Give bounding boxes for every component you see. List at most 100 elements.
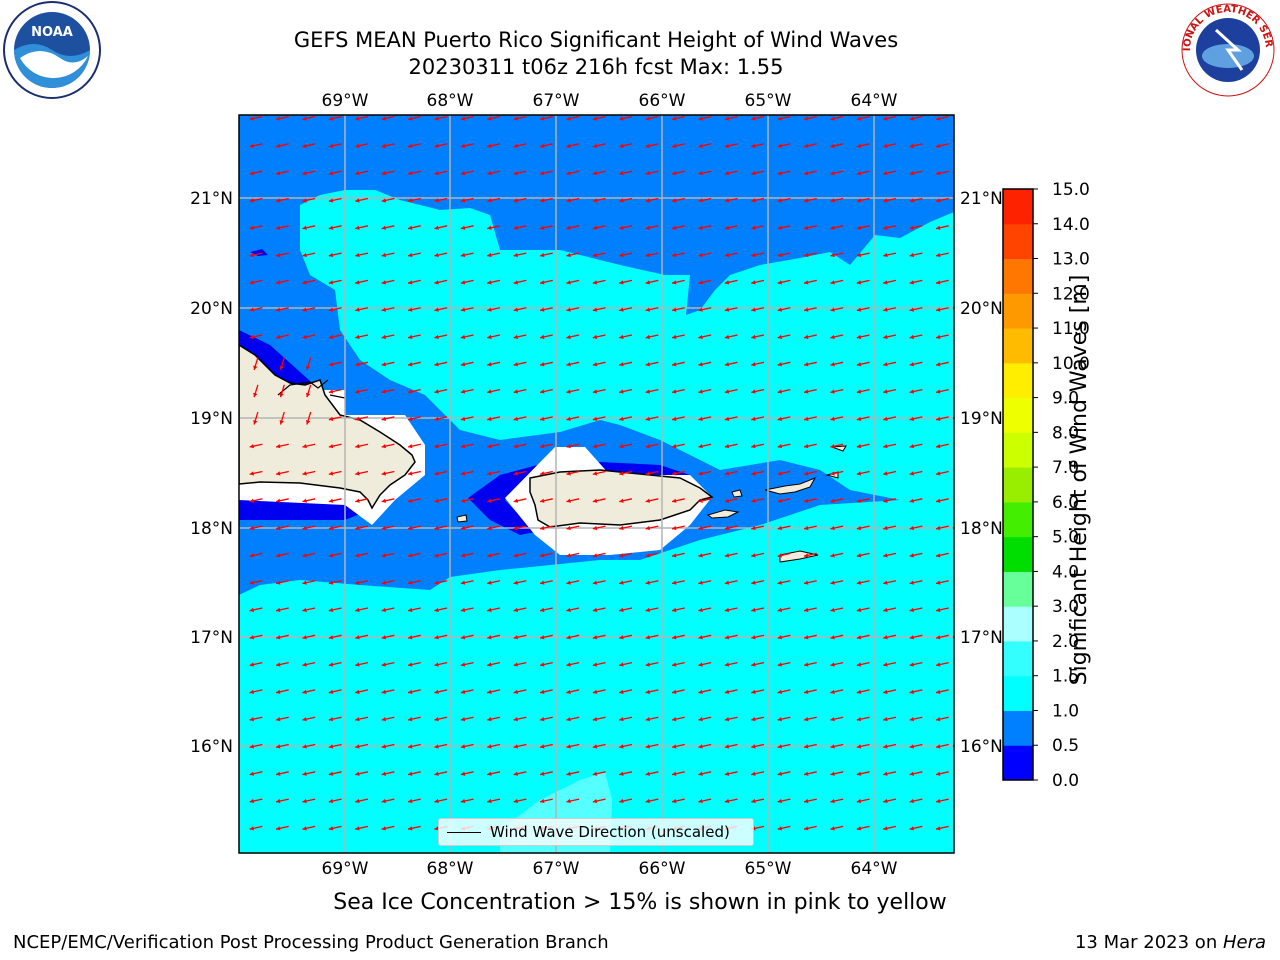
wind-wave-arrowhead [672, 280, 677, 285]
wind-wave-arrowhead [355, 307, 360, 312]
wind-wave-arrowhead [619, 225, 624, 230]
wind-wave-arrowhead [540, 280, 545, 285]
wind-wave-arrowhead [302, 662, 307, 667]
wind-wave-arrowhead [276, 498, 281, 503]
wind-wave-arrowhead [276, 525, 281, 531]
wind-wave-arrowhead [619, 334, 624, 340]
wind-wave-arrowhead [276, 116, 281, 121]
wind-wave-arrowhead [487, 116, 492, 121]
wind-wave-arrowhead [381, 143, 387, 148]
wind-wave-arrowhead [724, 280, 730, 285]
wind-wave-arrowhead [724, 471, 730, 476]
wind-wave-arrowhead [460, 170, 466, 176]
wind-wave-arrowhead [276, 635, 281, 640]
wind-wave-arrowhead [328, 198, 334, 203]
wind-wave-arrowhead [804, 334, 809, 340]
wind-wave-arrowhead [487, 252, 492, 258]
wind-wave-arrowhead [672, 635, 677, 640]
wind-wave-arrowhead [724, 580, 730, 585]
wind-wave-arrowhead [672, 716, 677, 722]
wind-wave-arrowhead [830, 443, 835, 449]
lat-tick: 19°N [960, 409, 1003, 429]
wind-wave-arrowhead [540, 607, 545, 613]
wind-wave-arrowhead [724, 716, 730, 722]
colorbar-tick-label: 0.0 [1052, 771, 1079, 791]
wind-wave-arrowhead [249, 607, 255, 613]
wind-wave-arrowhead [328, 798, 334, 804]
wind-wave-arrowhead [724, 170, 730, 176]
wind-wave-arrowhead [592, 116, 598, 121]
wind-wave-arrowhead [566, 689, 571, 694]
wind-wave-arrowhead [328, 416, 334, 421]
colorbar-segment [1003, 467, 1033, 503]
wind-wave-arrowhead [856, 471, 862, 476]
wind-wave-arrowhead [276, 553, 281, 558]
ocean-deep-strip-hispaniola-north [239, 330, 320, 392]
wind-wave-arrowhead [698, 362, 703, 367]
wind-wave-arrowhead [856, 553, 862, 558]
colorbar-segment [1003, 397, 1033, 433]
wind-wave-arrowhead [883, 580, 888, 585]
wind-wave-arrowhead [381, 252, 387, 258]
wind-wave-arrowhead [883, 280, 888, 285]
wind-wave-arrowhead [909, 716, 915, 722]
wind-wave-arrowhead [909, 307, 915, 312]
wind-wave-arrowhead [566, 143, 571, 148]
wind-wave-arrowhead [619, 798, 624, 804]
wind-wave-arrowhead [883, 389, 888, 394]
wind-wave-arrowhead [460, 607, 466, 613]
wind-wave-arrowhead [249, 580, 255, 585]
wind-wave-arrowhead [328, 662, 334, 667]
wind-wave-arrowhead [645, 689, 651, 694]
wind-wave-arrowhead [302, 689, 307, 694]
wind-wave-arrowhead [883, 225, 888, 230]
wind-wave-arrowhead [883, 607, 888, 613]
wind-wave-arrowhead [487, 334, 492, 340]
wind-wave-arrowhead [909, 443, 915, 449]
wind-wave-arrowhead [355, 826, 360, 831]
wind-wave-arrowhead [909, 362, 915, 367]
wind-wave-arrowhead [460, 635, 466, 640]
wind-wave-arrowhead [751, 170, 756, 176]
wind-wave-arrowhead [249, 826, 255, 831]
wind-wave-arrowhead [566, 553, 571, 558]
lon-tick: 69°W [322, 91, 369, 111]
wind-wave-arrowhead [355, 252, 360, 258]
nws-logo: NATIONAL WEATHER SERVICE [1176, 0, 1275, 97]
wind-wave-arrowhead [830, 689, 835, 694]
wind-wave-arrowhead [434, 170, 439, 176]
wind-wave-arrowhead [592, 798, 598, 804]
wind-wave-arrowhead [804, 826, 809, 831]
wind-wave-arrowhead [856, 307, 862, 312]
wind-wave-arrowhead [751, 198, 756, 203]
wind-wave-arrowhead [830, 580, 835, 585]
wind-wave-arrowhead [645, 116, 651, 121]
wind-wave-arrowhead [856, 826, 862, 831]
wind-wave-arrowhead [487, 443, 492, 449]
wind-wave-arrowhead [566, 635, 571, 640]
wind-wave-arrowhead [830, 553, 835, 558]
wind-wave-arrowhead [936, 116, 941, 121]
wind-wave-arrowhead [408, 252, 413, 258]
wind-wave-arrowhead [276, 471, 281, 476]
wind-wave-arrowhead [276, 443, 281, 449]
wind-wave-arrowhead [936, 771, 941, 776]
wind-wave-arrowhead [302, 498, 307, 503]
wind-wave-arrowhead [487, 280, 492, 285]
wind-wave-arrowhead [856, 635, 862, 640]
wind-wave-arrowhead [328, 307, 334, 312]
wind-wave-arrowhead [381, 662, 387, 667]
wind-wave-arrowhead [460, 716, 466, 722]
wind-wave-arrowhead [724, 252, 730, 258]
wind-wave-arrowhead [856, 443, 862, 449]
colorbar-segment [1003, 362, 1033, 399]
wind-wave-arrowhead [830, 471, 835, 476]
wind-wave-arrowhead [804, 225, 809, 230]
wind-wave-arrowhead [830, 389, 835, 394]
wind-wave-arrowhead [936, 635, 941, 640]
wind-wave-arrowhead [355, 525, 360, 531]
wind-wave-arrowhead [328, 716, 334, 722]
wind-wave-arrowhead [513, 198, 519, 203]
wind-wave-arrowhead [355, 744, 360, 749]
wind-wave-arrowhead [698, 225, 703, 230]
